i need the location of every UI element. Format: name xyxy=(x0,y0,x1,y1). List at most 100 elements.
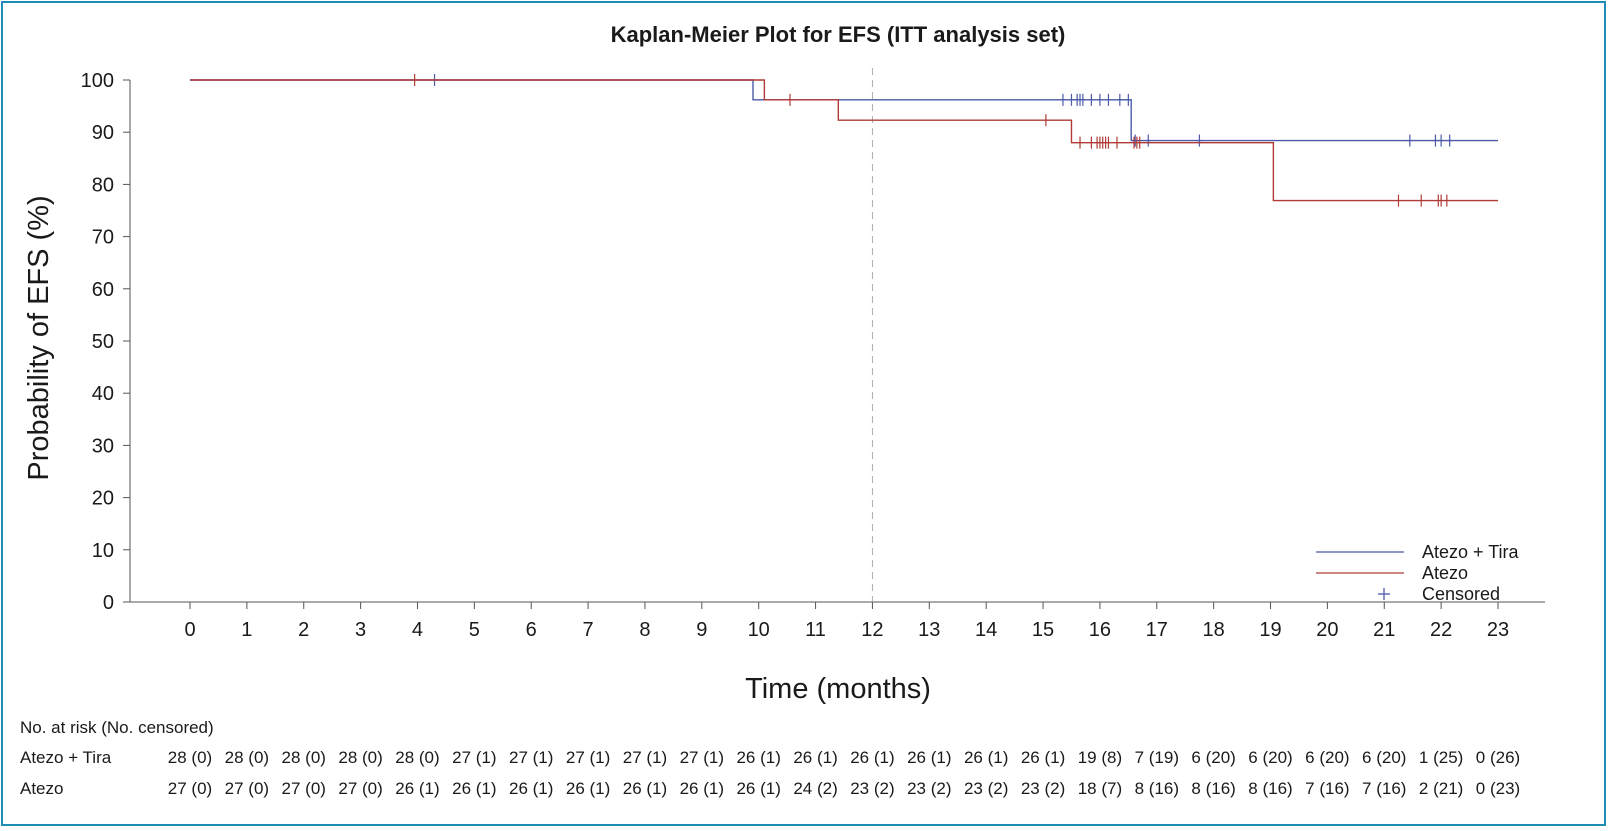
x-tick-label: 17 xyxy=(1146,619,1168,641)
x-axis: 0 1 2 3 4 5 6 7 8 9 10 11 12 13 14 15 16 17 18 19 20 21 22 23 xyxy=(130,601,1545,641)
censor-mark-atezo-tira xyxy=(1059,93,1066,106)
risk-cell: 24 (2) xyxy=(793,779,838,798)
risk-cell: 26 (1) xyxy=(793,748,838,767)
km-curve-atezo xyxy=(190,79,1498,202)
risk-cell: 8 (16) xyxy=(1191,779,1236,798)
censor-mark-atezo-tira xyxy=(1088,93,1095,106)
risk-cell: 6 (20) xyxy=(1191,748,1236,767)
x-tick-label: 7 xyxy=(583,619,594,641)
y-tick-label: 20 xyxy=(92,488,114,510)
risk-cell: 26 (1) xyxy=(395,779,440,798)
x-tick-label: 9 xyxy=(696,619,707,641)
censor-mark-atezo-tira xyxy=(1406,134,1413,147)
risk-row-label: Atezo + Tira xyxy=(20,748,112,767)
risk-cell: 27 (1) xyxy=(452,748,497,767)
risk-cell: 6 (20) xyxy=(1362,748,1407,767)
y-axis-title: Probability of EFS (%) xyxy=(23,195,55,480)
risk-cell: 23 (2) xyxy=(963,779,1009,798)
legend-label-atezo-tira: Atezo + Tira xyxy=(1422,542,1520,562)
x-tick-label: 6 xyxy=(526,619,537,641)
risk-cell: 28 (0) xyxy=(281,748,326,767)
risk-cell: 0 (23) xyxy=(1475,779,1521,798)
risk-cell: 27 (1) xyxy=(508,748,554,767)
x-tick-label: 14 xyxy=(975,619,997,641)
x-tick-label: 15 xyxy=(1032,619,1054,641)
x-tick-label: 18 xyxy=(1203,619,1225,641)
risk-cell: 28 (0) xyxy=(224,748,270,767)
legend-label-atezo: Atezo xyxy=(1422,563,1468,583)
risk-cell: 26 (1) xyxy=(622,779,668,798)
risk-cell: 27 (1) xyxy=(565,748,611,767)
x-tick-label: 4 xyxy=(412,619,423,641)
risk-cell: 27 (0) xyxy=(281,779,326,798)
risk-cell: 28 (0) xyxy=(338,748,383,767)
x-tick-label: 5 xyxy=(469,619,480,641)
km-chart: Kaplan-Meier Plot for EFS (ITT analysis … xyxy=(23,22,1545,705)
legend-label-censored: Censored xyxy=(1422,584,1500,604)
risk-cell: 8 (16) xyxy=(1248,779,1293,798)
risk-cell: 28 (0) xyxy=(167,748,213,767)
risk-cell: 27 (0) xyxy=(224,779,270,798)
y-tick-label: 60 xyxy=(92,279,114,301)
x-tick-label: 10 xyxy=(748,619,770,641)
risk-cell: 7 (19) xyxy=(1134,748,1179,767)
y-tick-label: 100 xyxy=(81,70,114,92)
risk-cell: 2 (21) xyxy=(1418,779,1464,798)
risk-cell: 23 (2) xyxy=(850,779,895,798)
series-group xyxy=(190,74,1498,207)
y-axis: 0 10 20 30 40 50 60 70 80 90 100 xyxy=(81,70,131,614)
censor-mark-atezo-tira xyxy=(1438,134,1445,147)
legend: Atezo + Tira Atezo Censored xyxy=(1316,542,1520,604)
risk-cell: 27 (0) xyxy=(167,779,213,798)
x-tick-label: 3 xyxy=(355,619,366,641)
chart-title: Kaplan-Meier Plot for EFS (ITT analysis … xyxy=(611,22,1066,47)
x-axis-title: Time (months) xyxy=(745,673,931,705)
risk-cell: 1 (25) xyxy=(1418,748,1464,767)
risk-cell: 26 (1) xyxy=(736,779,781,798)
x-tick-label: 12 xyxy=(861,619,883,641)
km-curve-atezo-tira xyxy=(190,79,1498,142)
y-tick-label: 50 xyxy=(92,331,114,353)
censor-mark-atezo-tira xyxy=(1125,93,1132,106)
risk-cell: 7 (16) xyxy=(1305,779,1350,798)
legend-censored-icon xyxy=(1378,588,1390,600)
risk-row-label: Atezo xyxy=(20,779,64,798)
risk-cell: 26 (1) xyxy=(963,748,1009,767)
risk-cell: 27 (1) xyxy=(679,748,725,767)
x-tick-label: 21 xyxy=(1373,619,1395,641)
x-tick-label: 2 xyxy=(298,619,309,641)
risk-cell: 26 (1) xyxy=(907,748,952,767)
x-tick-label: 19 xyxy=(1259,619,1281,641)
risk-cell: 26 (1) xyxy=(679,779,725,798)
x-tick-label: 23 xyxy=(1487,619,1509,641)
x-tick-label: 13 xyxy=(918,619,940,641)
censor-mark-atezo-tira xyxy=(1446,134,1453,147)
y-tick-label: 0 xyxy=(103,592,114,614)
risk-cell: 26 (1) xyxy=(1020,748,1066,767)
risk-cell: 8 (16) xyxy=(1134,779,1179,798)
risk-cell: 7 (16) xyxy=(1362,779,1407,798)
risk-cell: 23 (2) xyxy=(1020,779,1066,798)
x-tick-label: 11 xyxy=(805,619,826,641)
censor-mark-atezo-tira xyxy=(1145,134,1152,147)
risk-row-atezo-tira: Atezo + Tira 28 (0) 28 (0) 28 (0) 28 (0) 28 … xyxy=(20,748,1600,772)
x-tick-label: 0 xyxy=(184,619,195,641)
risk-cell: 26 (1) xyxy=(565,779,611,798)
y-tick-label: 30 xyxy=(92,435,114,457)
censor-mark-atezo-tira xyxy=(1096,93,1103,106)
x-tick-label: 20 xyxy=(1316,619,1338,641)
y-tick-label: 80 xyxy=(92,174,114,196)
censor-mark-atezo-tira xyxy=(1116,93,1123,106)
risk-cell: 19 (8) xyxy=(1077,748,1123,767)
x-tick-label: 1 xyxy=(241,619,252,641)
x-tick-label: 22 xyxy=(1430,619,1452,641)
risk-cell: 27 (1) xyxy=(622,748,668,767)
censor-mark-atezo-tira xyxy=(1068,93,1075,106)
risk-cell: 26 (1) xyxy=(736,748,781,767)
risk-cell: 23 (2) xyxy=(907,779,952,798)
x-tick-label: 8 xyxy=(639,619,650,641)
censor-mark-atezo-tira xyxy=(1432,134,1439,147)
y-tick-label: 40 xyxy=(92,383,114,405)
y-tick-label: 70 xyxy=(92,227,114,249)
